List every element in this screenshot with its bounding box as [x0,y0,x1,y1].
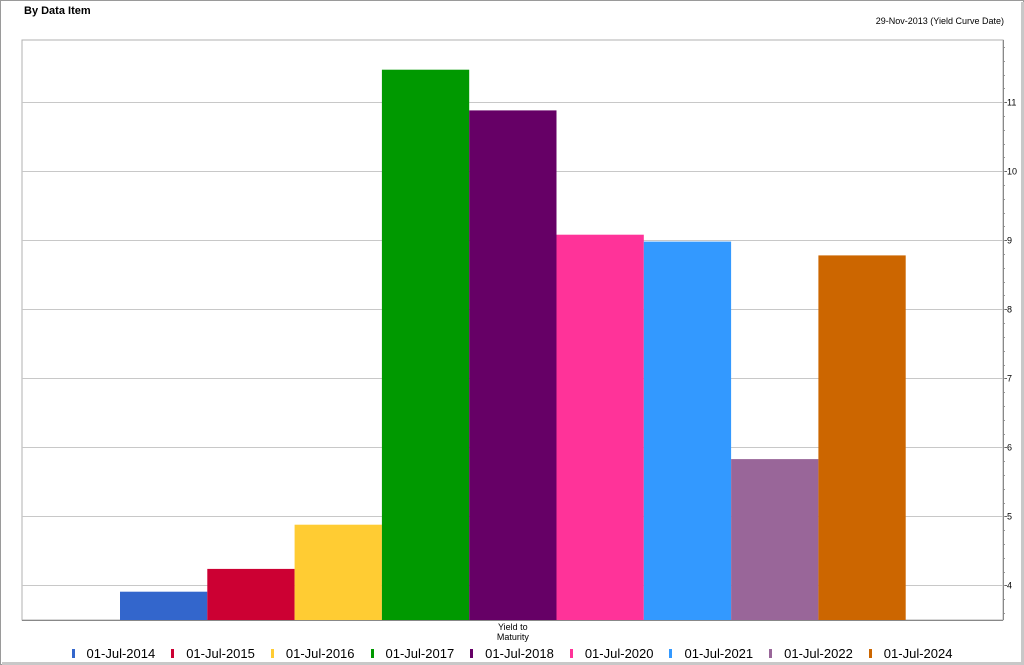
legend-label: 01-Jul-2018 [485,645,554,661]
legend-item: 01-Jul-2015 [171,646,255,661]
legend-swatch [470,648,474,658]
legend-label: 01-Jul-2020 [584,645,654,661]
legend-item: 01-Jul-2018 [470,646,554,661]
x-category-label: Yield to [498,622,528,632]
legend-swatch [71,648,75,658]
chart-legend: 01-Jul-2014 01-Jul-2015 01-Jul-2016 01-Jul-… [0,644,1024,662]
legend-label: 01-Jul-2015 [186,645,255,661]
bar-01-jul-2018 [469,110,557,621]
legend-label: 01-Jul-2024 [883,645,953,661]
legend-swatch [569,648,573,658]
legend-item: 01-Jul-2024 [868,645,953,661]
bar-01-jul-2015 [207,568,295,620]
bar-01-jul-2020 [556,234,644,620]
legend-item: 01-Jul-2017 [370,645,455,661]
legend-item: 01-Jul-2014 [71,645,156,661]
legend-swatch [270,648,274,658]
y-tick-label: 8 [1007,305,1012,315]
legend-label: 01-Jul-2021 [684,645,754,661]
bar-01-jul-2014 [120,591,208,620]
bar-01-jul-2021 [643,241,732,620]
bar-01-jul-2016 [294,524,382,620]
chart-subtitle: 29-Nov-2013 (Yield Curve Date) [875,16,1004,26]
bar-01-jul-2017 [381,69,470,620]
x-category-label: Maturity [497,632,530,642]
y-tick-label: 9 [1007,236,1012,246]
y-tick-label: 10 [1007,167,1017,177]
legend-label: 01-Jul-2014 [86,645,156,661]
legend-swatch [669,648,673,658]
y-tick-label: 11 [1007,98,1016,108]
legend-label: 01-Jul-2016 [285,645,355,661]
frame-shadow-right [1021,2,1024,665]
legend-label: 01-Jul-2022 [784,645,853,661]
y-tick-label: 5 [1007,512,1012,522]
legend-swatch [868,648,872,658]
y-tick-label: 7 [1007,374,1012,384]
legend-item: 01-Jul-2016 [270,645,355,661]
legend-item: 01-Jul-2022 [769,646,853,661]
bar-01-jul-2024 [818,255,906,620]
y-tick-label: 6 [1007,443,1012,453]
legend-swatch [370,648,374,658]
legend-label: 01-Jul-2017 [385,645,455,661]
legend-swatch [769,648,773,658]
legend-swatch [171,648,175,658]
frame-shadow-bottom [2,662,1024,665]
legend-item: 01-Jul-2020 [569,645,654,661]
legend-item: 01-Jul-2021 [669,646,753,661]
y-tick-label: 4 [1007,581,1012,591]
bar-01-jul-2022 [731,459,819,620]
chart-title: By Data Item [24,5,91,17]
